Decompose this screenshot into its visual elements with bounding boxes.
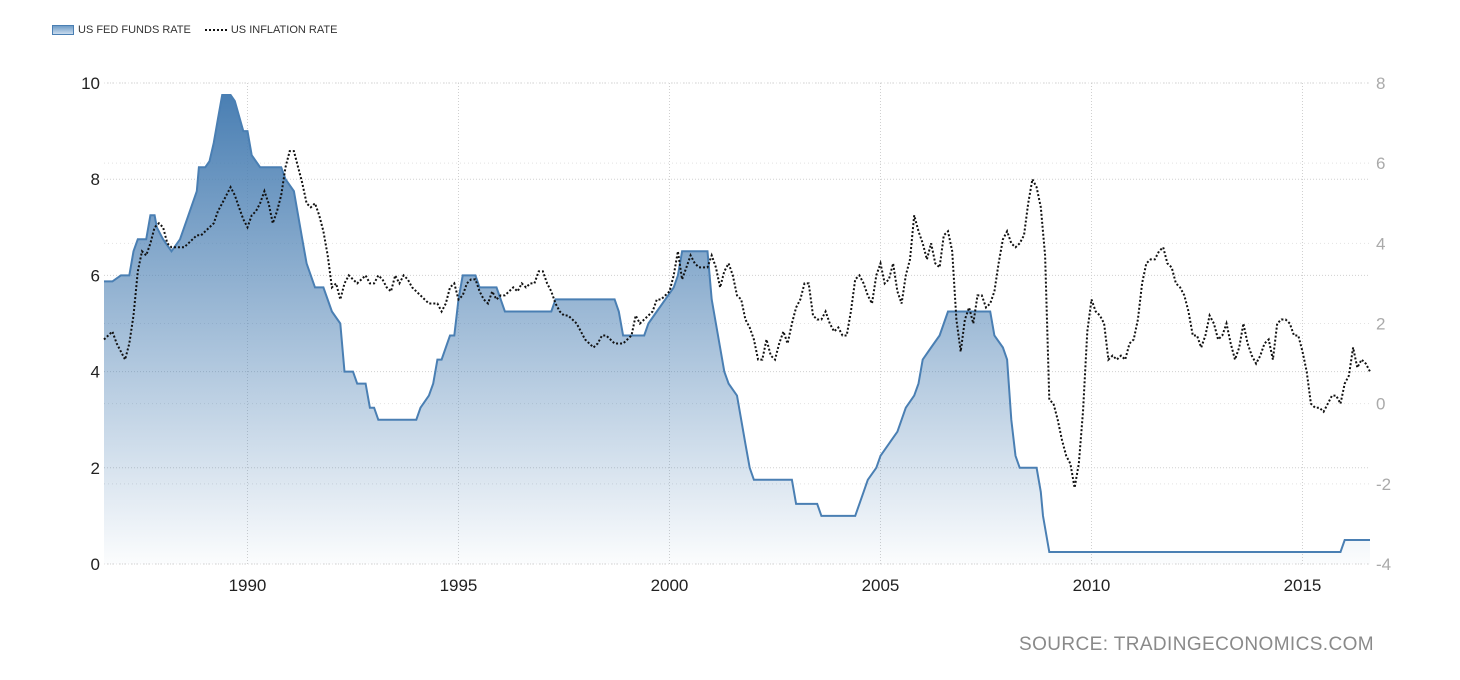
x-tick-label: 2005: [862, 576, 900, 595]
y-tick-right: -2: [1376, 475, 1391, 494]
y-tick-left: 6: [91, 266, 100, 285]
x-tick-label: 1990: [229, 576, 267, 595]
chart-legend: US FED FUNDS RATE US INFLATION RATE: [52, 24, 351, 36]
y-tick-right: 2: [1376, 315, 1385, 334]
fed-funds-line: [104, 94, 1370, 553]
y-tick-right: 4: [1376, 234, 1385, 253]
legend-item-fed-funds[interactable]: US FED FUNDS RATE: [52, 24, 191, 36]
x-tick-label: 2000: [651, 576, 689, 595]
y-tick-right: 6: [1376, 154, 1385, 173]
inflation-swatch-icon: [204, 29, 227, 31]
legend-label-inflation: US INFLATION RATE: [230, 24, 338, 36]
y-tick-right: 0: [1376, 395, 1385, 414]
x-tick-label: 1995: [440, 576, 478, 595]
fed-funds-area: [104, 95, 1370, 564]
y-tick-left: 10: [81, 74, 100, 93]
legend-item-inflation[interactable]: US INFLATION RATE: [204, 24, 338, 36]
y-tick-left: 8: [91, 170, 100, 189]
y-tick-right: 8: [1376, 74, 1385, 93]
legend-label-fed-funds: US FED FUNDS RATE: [78, 24, 191, 36]
x-tick-label: 2010: [1073, 576, 1111, 595]
y-tick-left: 2: [91, 459, 100, 478]
y-tick-left: 0: [91, 555, 100, 574]
y-tick-right: -4: [1376, 555, 1391, 574]
x-tick-label: 2015: [1284, 576, 1322, 595]
fed-funds-swatch-icon: [52, 25, 74, 35]
source-credit: SOURCE: TRADINGECONOMICS.COM: [1019, 634, 1374, 655]
y-tick-left: 4: [91, 363, 100, 382]
